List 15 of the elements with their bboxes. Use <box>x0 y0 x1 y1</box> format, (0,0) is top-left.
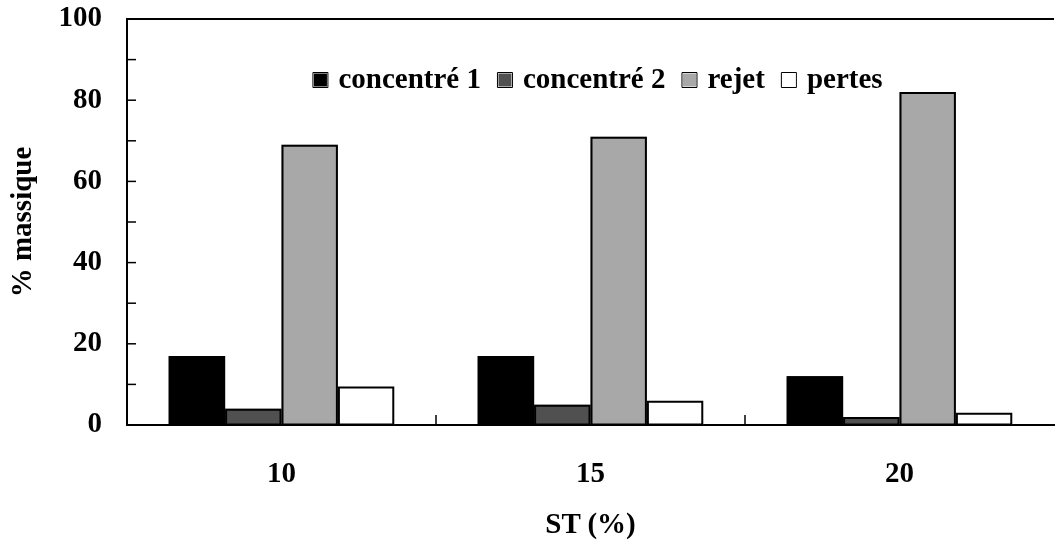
x-tick-label: 20 <box>885 456 914 489</box>
legend-label: pertes <box>806 62 883 95</box>
y-tick-label: 40 <box>73 244 102 277</box>
y-tick-label: 80 <box>73 81 102 114</box>
legend-label: rejet <box>707 62 766 95</box>
y-tick-label: 100 <box>58 0 102 33</box>
legend-label: concentré 2 <box>522 62 666 95</box>
x-tick-label: 15 <box>576 456 605 489</box>
y-tick-label: 20 <box>73 325 102 358</box>
y-tick-label: 0 <box>87 406 102 439</box>
x-tick-label: 10 <box>267 456 296 489</box>
y-tick-label: 60 <box>73 162 102 195</box>
y-axis-title: % massique <box>5 146 38 298</box>
legend-label: concentré 1 <box>338 62 481 95</box>
x-axis-title: ST (%) <box>545 506 636 540</box>
